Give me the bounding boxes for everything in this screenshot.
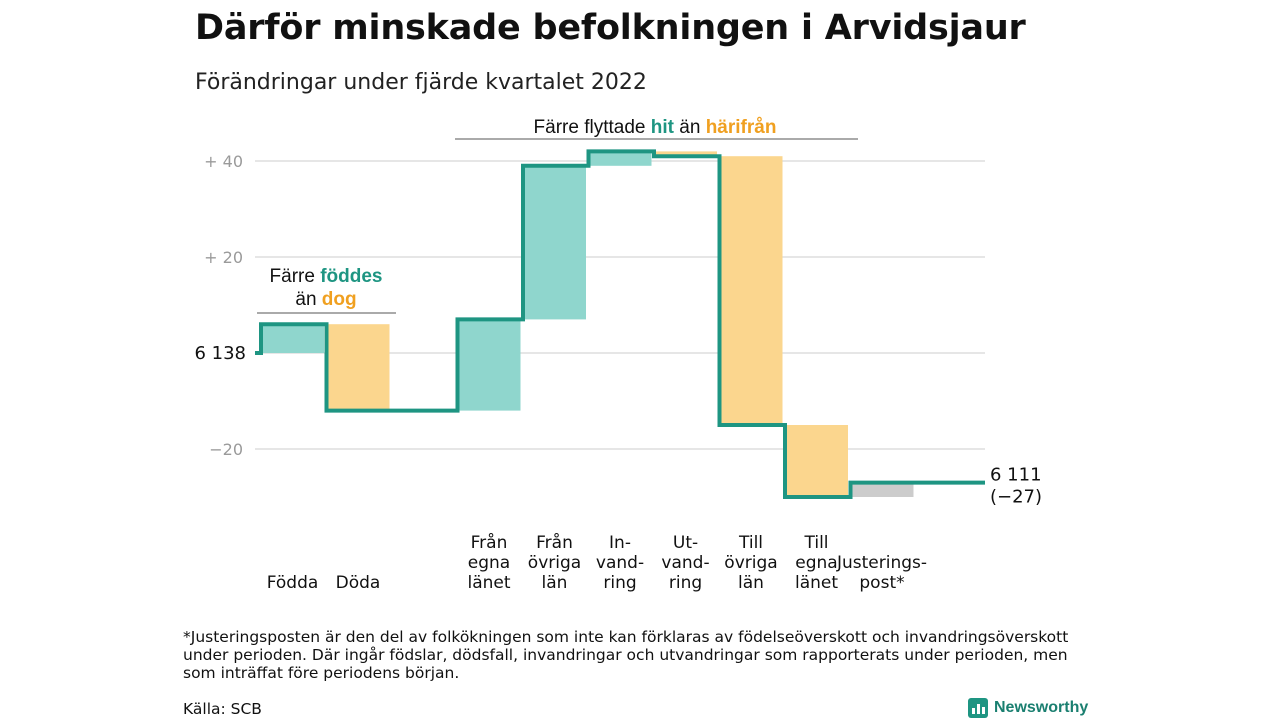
category-label: In-: [609, 533, 631, 553]
category-label: Justerings-: [836, 553, 927, 573]
source-note: Källa: SCB: [183, 700, 262, 718]
category-label: ring: [603, 573, 636, 593]
category-label: egna: [795, 553, 837, 573]
category-label: Ut-: [673, 533, 698, 553]
category-label: övriga: [724, 553, 777, 573]
bar-3: [457, 319, 521, 411]
category-label: länet: [795, 573, 838, 593]
annotation-part: dog: [322, 289, 357, 310]
annotation-part: föddes: [320, 266, 382, 287]
end-value-label: 6 111: [990, 465, 1042, 486]
category-label: Döda: [336, 573, 381, 593]
chart-title: Därför minskade befolkningen i Arvidsjau…: [195, 8, 1026, 48]
annotation-births-deaths-line2: än dog: [295, 289, 356, 310]
bar-7: [719, 156, 783, 425]
brand-name: Newsworthy: [994, 699, 1089, 716]
bar-6: [654, 151, 717, 157]
y-tick-label: −20: [209, 440, 243, 459]
annotation-part: härifrån: [706, 117, 777, 138]
category-label: län: [542, 573, 568, 593]
category-label: Till: [803, 533, 828, 553]
category-label: ring: [669, 573, 702, 593]
category-label: länet: [467, 573, 510, 593]
category-label: Från: [536, 532, 573, 553]
end-value-label: (−27): [990, 487, 1042, 508]
annotation-part: Färre: [270, 266, 321, 287]
annotation-part: Färre flyttade: [534, 117, 651, 138]
bar-chart-icon: [968, 698, 988, 718]
category-label: egna: [468, 553, 510, 573]
category-label: Födda: [267, 573, 319, 593]
bar-5: [588, 151, 652, 166]
bar-4: [523, 165, 586, 320]
bar-9: [850, 482, 914, 497]
bar-8: [785, 425, 848, 497]
cumulative-step-line: [255, 149, 985, 499]
footnote: *Justeringsposten är den del av folkökni…: [183, 628, 1069, 682]
y-tick-label: + 40: [204, 152, 243, 171]
annotation-migration: Färre flyttade hit än härifrån: [534, 117, 777, 138]
annotation-part: än: [674, 117, 706, 138]
start-value-label: 6 138: [194, 343, 246, 364]
annotation-births-deaths: Färre föddes: [270, 266, 383, 287]
category-label: övriga: [528, 553, 581, 573]
category-label: Till: [738, 533, 763, 553]
category-label: Från: [471, 532, 508, 553]
y-tick-label: + 20: [204, 248, 243, 267]
bar-1: [326, 324, 390, 411]
bar-0: [261, 324, 324, 353]
brand-logo[interactable]: Newsworthy: [968, 697, 1088, 719]
category-label: post*: [859, 573, 904, 593]
annotation-part: hit: [651, 117, 675, 138]
category-label: vand-: [596, 553, 644, 573]
category-label: vand-: [661, 553, 709, 573]
annotation-part: än: [295, 289, 321, 310]
category-label: län: [738, 573, 764, 593]
chart-subtitle: Förändringar under fjärde kvartalet 2022: [195, 70, 647, 95]
